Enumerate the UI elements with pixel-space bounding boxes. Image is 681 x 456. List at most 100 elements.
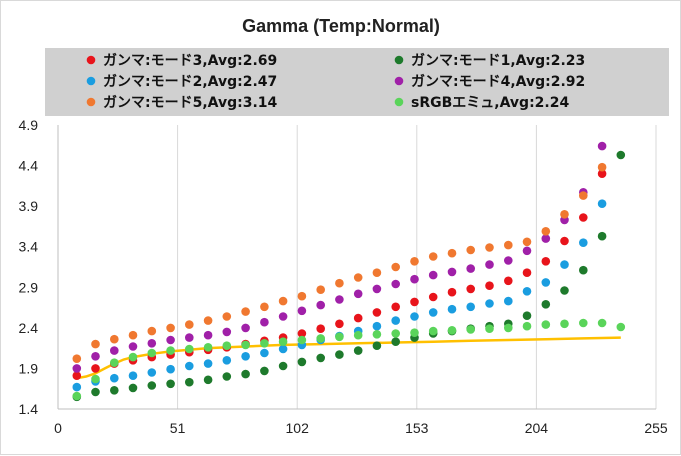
data-point [391,262,401,272]
legend-series-name: ガンマ:モード5 [103,95,202,111]
legend-box [45,48,669,116]
data-point [466,302,476,312]
data-point [110,334,119,344]
data-point [110,373,119,383]
data-point [72,354,82,364]
data-point [260,339,269,348]
data-point [335,350,344,359]
legend-marker [86,97,96,107]
data-point [147,381,157,390]
data-point [335,319,344,329]
data-point [391,302,401,312]
data-point [504,323,513,333]
data-point [91,374,100,384]
data-point [372,330,382,339]
data-point [316,353,326,363]
data-point [485,324,494,334]
data-point [72,382,82,392]
legend-series-name: ガンマ:モード4 [411,74,511,90]
legend-series-name: ガンマ:モード1 [411,53,510,69]
y-tick-label: 3.9 [19,198,39,214]
reference-curve [76,336,621,380]
data-point [428,308,438,317]
data-point [353,346,363,355]
data-point [504,256,513,265]
data-point [297,335,307,345]
legend-label: sRGBエミュ,Avg:2.24 [411,95,569,111]
data-point [316,324,326,334]
data-point [241,307,250,316]
data-point [560,286,569,295]
data-point [541,300,551,309]
y-axis-tick-labels: 1.4 1.9 2.4 2.9 3.4 3.9 4.4 4.9 [19,117,39,417]
data-point [316,285,326,295]
data-point [260,302,269,312]
data-point [597,141,607,151]
data-point [616,150,626,160]
data-point [335,295,344,304]
data-point [522,268,532,278]
data-point [522,237,532,247]
legend-marker [394,76,404,86]
data-point [110,386,119,395]
data-point [260,348,269,358]
data-point [222,372,232,381]
data-point [597,162,607,172]
y-tick-label: 2.9 [19,279,39,295]
data-point [597,199,607,208]
data-point [110,346,119,355]
data-point [147,326,157,336]
data-point [316,334,326,343]
data-point [579,191,588,200]
data-point [410,328,419,338]
data-point [203,359,213,368]
x-tick-label: 51 [170,420,186,436]
data-point [72,391,82,401]
data-point [335,332,344,342]
gridlines [177,125,657,409]
legend: ガンマ:モード3,Avg:2.69 ガンマ:モード1,Avg:2.23ガンマ:モー… [86,53,585,111]
data-point [147,368,157,377]
data-point [222,341,232,351]
data-point [166,335,175,345]
legend-series-avg: ,Avg:3.14 [202,95,277,111]
data-point [166,364,175,374]
data-point [297,306,307,316]
data-point [241,340,250,350]
data-point [485,243,494,252]
data-point [504,240,513,250]
legend-marker [394,55,404,65]
data-point [485,281,494,291]
data-point [541,320,551,329]
data-point [185,344,194,354]
data-point [222,327,232,337]
data-point [541,227,551,236]
data-point [579,238,588,247]
data-point [278,337,288,347]
data-point [91,352,100,361]
y-tick-label: 1.9 [19,360,39,376]
data-point [91,364,100,373]
y-tick-label: 3.4 [19,239,39,255]
axes [57,125,656,410]
data-point [297,291,307,301]
legend-series-avg: ,Avg:2.23 [510,53,585,69]
data-point [447,248,457,258]
data-point [147,348,157,358]
data-point [522,287,532,296]
data-point [166,346,175,355]
data-point [428,326,438,336]
data-point [72,364,82,373]
data-point [241,369,250,379]
legend-label: ガンマ:モード4,Avg:2.92 [411,74,585,90]
data-point [504,276,513,286]
y-tick-label: 2.4 [19,320,39,336]
data-point [278,312,288,321]
data-point [185,361,194,371]
data-point [241,352,250,361]
data-point [579,265,588,275]
data-point [203,375,213,385]
data-point [372,321,382,331]
data-point [410,297,419,307]
